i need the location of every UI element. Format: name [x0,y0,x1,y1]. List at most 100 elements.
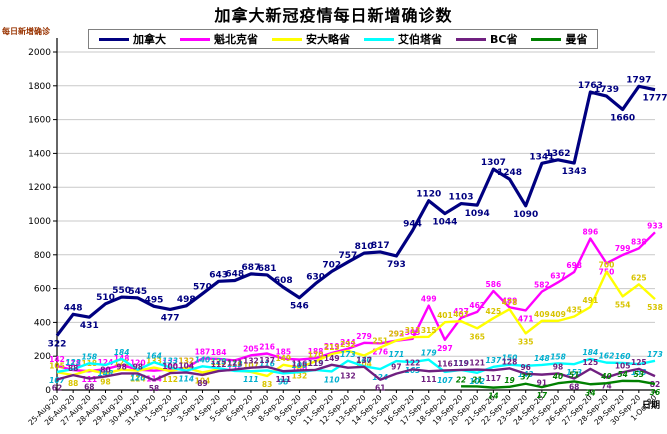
data-label-BC省: 61 [375,384,385,393]
y-tick-label: 1000 [28,217,51,227]
data-label-艾伯塔省: 148 [534,354,550,363]
data-label-BC省: 121 [469,359,485,368]
data-label-艾伯塔省: 171 [389,350,405,359]
data-label-艾伯塔省: 116 [259,359,275,368]
data-label-BC省: 137 [356,356,372,365]
data-label-魁北克省: 219 [324,342,340,351]
y-tick-label: 800 [34,251,51,261]
data-label-BC省: 88 [68,364,78,373]
data-label-艾伯塔省: 162 [599,352,615,361]
legend-swatch-艾伯塔省 [364,37,394,41]
data-label-曼省: 22 [456,375,466,384]
data-label-安大略省: 107 [243,361,259,370]
data-label-加拿大: 630 [306,273,325,283]
data-label-安大略省: 114 [130,375,146,384]
data-label-安大略省: 538 [647,303,663,312]
data-label-艾伯塔省: 120 [130,374,146,383]
data-label-艾伯塔省: 153 [566,368,582,377]
data-label-BC省: 80 [100,365,110,374]
data-label-艾伯塔省: 129 [211,357,227,366]
data-label-曼省: 53 [634,370,644,379]
data-label-BC省: 91 [537,379,547,388]
series-line-BC省 [56,363,656,382]
data-label-艾伯塔省: 111 [243,375,259,384]
data-label-BC省: 105 [615,361,631,370]
data-label-魁北克省: 188 [308,347,324,356]
y-tick-label: 1600 [28,116,51,126]
data-label-曼省: 14 [488,392,498,401]
data-label-加拿大: 1090 [513,210,538,220]
data-label-艾伯塔省: 114 [178,375,194,384]
data-label-安大略省: 251 [372,337,388,346]
data-label-BC省: 58 [149,384,159,393]
data-label-艾伯塔省: 137 [486,356,502,365]
data-label-安大略省: 435 [566,305,582,314]
data-label-加拿大: 681 [258,264,277,274]
series-line-曼省 [461,379,656,389]
data-label-艾伯塔省: 158 [550,352,566,361]
data-label-BC省: 74 [601,381,611,390]
series-加拿大: 3224484315105505454954774985706436486876… [48,75,667,349]
data-label-BC省: 112 [211,360,227,369]
y-axis-title: 每日新增确诊 [2,27,50,36]
data-label-BC省: 98 [553,362,563,371]
data-label-艾伯塔省: 133 [162,357,178,366]
data-label-艾伯塔省: 102 [469,377,485,386]
data-label-曼省: 19 [504,376,514,385]
data-label-加拿大: 1343 [562,167,587,177]
data-label-安大略省: 625 [631,273,647,282]
data-label-艾伯塔省: 124 [372,373,388,382]
data-label-安大略省: 88 [68,379,78,388]
data-label-艾伯塔省: 119 [453,359,469,368]
data-label-艾伯塔省: 150 [502,354,518,363]
legend-item-曼省: 曼省 [531,31,587,47]
series-line-安大略省 [56,270,656,378]
data-label-曼省: 40 [601,372,611,381]
data-label-曼省: 17 [537,391,548,400]
data-label-BC省: 62 [52,384,62,393]
data-label-魁北克省: 933 [647,221,663,230]
legend-label-BC省: BC省 [490,33,518,46]
data-label-安大略省: 98 [100,377,110,386]
data-label-艾伯塔省: 106 [292,361,308,370]
data-label-加拿大: 1094 [465,209,490,219]
data-label-曼省: 37 [520,373,531,382]
data-label-安大略省: 365 [469,332,485,341]
data-label-安大略省: 315 [421,326,437,335]
data-label-安大略省: 104 [195,376,211,385]
data-label-加拿大: 1777 [642,94,667,104]
data-label-BC省: 119 [453,359,469,368]
y-tick-label: 1800 [28,82,51,92]
data-label-BC省: 132 [243,357,259,366]
data-label-魁北克省: 499 [421,295,437,304]
legend-swatch-安大略省 [272,37,302,41]
data-label-加拿大: 322 [48,340,67,350]
data-label-加拿大: 1248 [497,168,522,178]
data-label-魁北克省: 462 [469,301,485,310]
y-tick-label: 600 [34,285,51,295]
data-label-加拿大: 545 [128,287,147,297]
data-label-艾伯塔省: 113 [227,360,243,369]
data-label-BC省: 119 [308,359,324,368]
data-label-安大略省: 425 [486,307,502,316]
data-label-魁北克省: 297 [437,344,453,353]
data-label-艾伯塔省: 119 [308,359,324,368]
data-label-魁北克省: 637 [550,271,566,280]
data-label-加拿大: 757 [339,251,358,261]
data-label-艾伯塔省: 140 [195,355,211,364]
data-label-安大略省: 149 [275,354,291,363]
legend-item-安大略省: 安大略省 [272,31,350,47]
data-label-BC省: 116 [437,359,453,368]
data-label-艾伯塔省: 158 [81,352,97,361]
data-label-加拿大: 1120 [416,190,441,200]
data-label-安大略省: 478 [502,298,518,307]
data-label-安大略省: 123 [211,358,227,367]
y-tick-label: 200 [34,352,51,362]
data-label-加拿大: 810 [355,242,374,252]
data-label-加拿大: 702 [322,260,341,270]
